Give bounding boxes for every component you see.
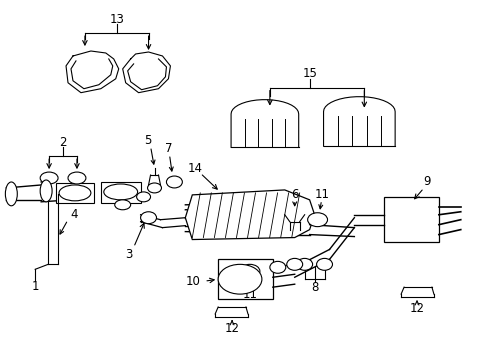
Polygon shape — [185, 190, 314, 239]
Ellipse shape — [296, 258, 312, 270]
Text: 12: 12 — [408, 302, 424, 315]
Ellipse shape — [147, 183, 161, 193]
Text: 11: 11 — [314, 188, 329, 201]
Ellipse shape — [141, 212, 156, 224]
Ellipse shape — [136, 192, 150, 202]
Ellipse shape — [115, 200, 130, 210]
Text: 9: 9 — [422, 175, 430, 189]
Ellipse shape — [40, 180, 52, 202]
Text: 7: 7 — [164, 142, 172, 155]
Ellipse shape — [286, 258, 302, 270]
Bar — [218, 260, 272, 299]
Ellipse shape — [103, 184, 137, 200]
Text: 4: 4 — [70, 208, 78, 221]
Text: 6: 6 — [290, 188, 298, 201]
Ellipse shape — [40, 172, 58, 184]
Ellipse shape — [307, 213, 327, 227]
Ellipse shape — [240, 264, 260, 278]
Text: 3: 3 — [125, 248, 132, 261]
Text: 13: 13 — [109, 13, 124, 26]
Bar — [384, 197, 438, 242]
Text: 10: 10 — [185, 275, 200, 288]
Text: 8: 8 — [310, 281, 318, 294]
Text: 11: 11 — [242, 288, 257, 301]
Ellipse shape — [5, 182, 17, 206]
Text: 15: 15 — [302, 67, 316, 80]
Bar — [56, 183, 94, 203]
Bar — [101, 182, 141, 203]
Text: 2: 2 — [59, 136, 67, 149]
Text: 14: 14 — [187, 162, 203, 175]
Text: 1: 1 — [31, 280, 39, 293]
Ellipse shape — [166, 176, 182, 188]
Text: 5: 5 — [143, 134, 151, 147]
Text: 12: 12 — [224, 322, 239, 336]
Ellipse shape — [269, 261, 285, 273]
Ellipse shape — [68, 172, 86, 184]
Ellipse shape — [218, 264, 262, 294]
Ellipse shape — [59, 185, 91, 201]
Ellipse shape — [316, 258, 332, 270]
